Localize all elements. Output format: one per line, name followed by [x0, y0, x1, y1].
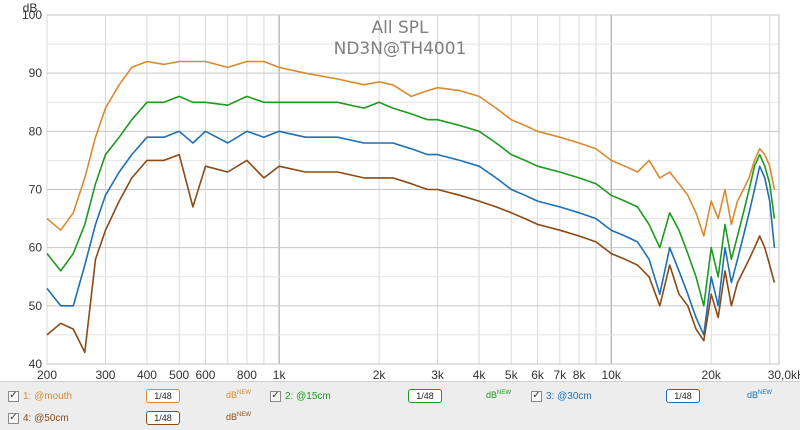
y-tick-label: 50 — [29, 299, 43, 313]
x-tick-label: 4k — [473, 368, 487, 381]
x-tick-label: 800 — [237, 368, 257, 381]
legend-label-3: 3: @30cm — [546, 390, 592, 402]
legend-label-4: 4: @50cm — [23, 412, 69, 424]
x-tick-label: 500 — [169, 368, 189, 381]
legend-item-3: ✓ 3: @30cm — [531, 386, 592, 406]
smoothing-button-4[interactable]: 1/48 — [146, 411, 180, 425]
legend-checkbox-2[interactable]: ✓ — [270, 390, 281, 402]
x-tick-label: 2k — [373, 368, 387, 381]
series-line-4 — [46, 153, 776, 354]
x-tick-label: 20k — [702, 368, 722, 381]
x-tick-label: 10k — [602, 368, 622, 381]
y-tick-label: 70 — [29, 183, 43, 197]
x-tick-label: 1k — [273, 368, 287, 381]
x-tick-label: 3k — [431, 368, 445, 381]
legend-item-1: ✓ 1: @mouth — [8, 386, 72, 406]
y-tick-label: 40 — [29, 357, 43, 371]
legend-checkbox-3[interactable]: ✓ — [531, 390, 542, 402]
legend-checkbox-1[interactable]: ✓ — [8, 390, 19, 402]
smoothing-button-1[interactable]: 1/48 — [146, 389, 180, 403]
chart-subtitle: ND3N@TH4001 — [334, 39, 467, 59]
x-tick-label: 6k — [531, 368, 545, 381]
y-tick-label: 80 — [29, 124, 43, 138]
y-tick-label: 60 — [29, 241, 43, 255]
x-tick-label: 30,0kHz — [768, 368, 800, 381]
legend-label-2: 2: @15cm — [285, 390, 331, 402]
spl-chart: 40 50 60 70 80 90 100 200 300 400 500 600 800 1k 2k 3k… — [22, 1, 800, 381]
y-tick-labels: 40 50 60 70 80 90 100 — [22, 8, 42, 371]
legend-item-2: ✓ 2: @15cm — [270, 386, 331, 406]
legend-label-1: 1: @mouth — [23, 390, 73, 402]
legend-checkbox-4[interactable]: ✓ — [8, 412, 19, 424]
x-tick-labels: 200 300 400 500 600 800 1k 2k 3k 4k 5k 6k 7k 8k 10k 20k… — [37, 368, 800, 381]
unit-selector-2[interactable]: dBNEW — [486, 390, 512, 400]
x-tick-label: 600 — [195, 368, 215, 381]
series-line-3 — [46, 130, 776, 336]
unit-selector-4[interactable]: dBNEW — [226, 412, 252, 422]
unit-selector-1[interactable]: dBNEW — [226, 390, 252, 400]
smoothing-button-2[interactable]: 1/48 — [408, 389, 442, 403]
legend-item-4: ✓ 4: @50cm — [8, 408, 69, 428]
x-tick-label: 400 — [137, 368, 157, 381]
legend-panel: ✓ 1: @mouth 1/48 dBNEW ✓ 2: @15cm 1/48 dBNEW ✓ 3:… — [0, 381, 800, 430]
x-tick-label: 300 — [95, 368, 115, 381]
x-tick-label: 5k — [505, 368, 519, 381]
y-tick-label: 90 — [29, 66, 43, 80]
x-tick-label: 8k — [573, 368, 587, 381]
x-tick-label: 200 — [37, 368, 57, 381]
series-line-2 — [46, 95, 776, 307]
y-axis-label: dB — [23, 1, 38, 15]
series-line-1 — [46, 60, 776, 237]
y-tick-label: 100 — [22, 8, 42, 22]
smoothing-button-3[interactable]: 1/48 — [666, 389, 700, 403]
unit-selector-3[interactable]: dBNEW — [747, 390, 773, 400]
chart-title: All SPL — [372, 18, 430, 38]
grid-lines — [46, 14, 779, 365]
x-tick-label: 7k — [553, 368, 567, 381]
series-lines — [46, 60, 776, 354]
